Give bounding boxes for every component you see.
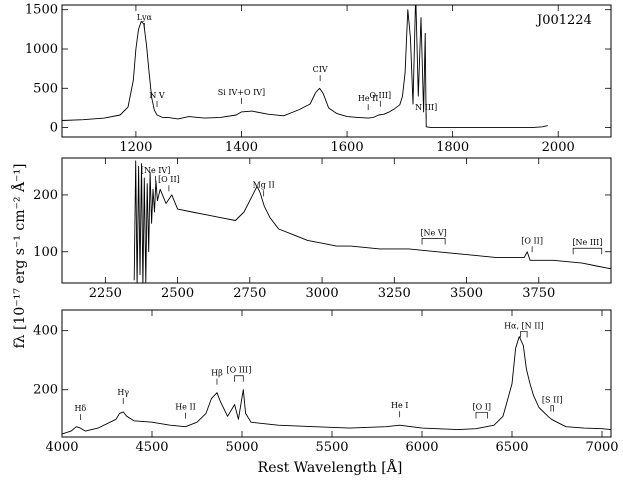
x-tick-label: 7000 [585, 440, 618, 455]
x-tick-label: 2000 [542, 140, 575, 155]
y-tick-label: 0 [50, 121, 58, 136]
line-marker-bracket [421, 238, 446, 245]
y-tick-label: 100 [33, 245, 58, 260]
line-label: He I [391, 401, 408, 410]
line-label: CIV [313, 65, 328, 74]
x-tick-label: 2750 [233, 286, 266, 301]
y-tick-label: 1000 [25, 42, 58, 57]
x-tick-label: 3750 [522, 286, 555, 301]
line-label: He II [358, 94, 379, 103]
y-tick-label: 400 [33, 324, 58, 339]
x-tick-label: 4000 [45, 440, 78, 455]
spectrum-line [62, 336, 611, 435]
x-tick-label: 6000 [405, 440, 438, 455]
x-tick-label: 1200 [119, 140, 152, 155]
line-label: Lyα [137, 13, 153, 22]
line-label: Hδ [74, 404, 86, 413]
x-tick-label: 6500 [495, 440, 528, 455]
panel-frame [61, 4, 612, 138]
x-tick-label: 3500 [450, 286, 483, 301]
panel-frame [61, 157, 612, 284]
x-tick-label: 5000 [225, 440, 258, 455]
line-label: [Ne V] [420, 228, 446, 237]
line-label: N III] [415, 103, 437, 112]
panel-bottom: 4000 4500 5000 5500 6000 6500 7000 200 400 Hδ Hγ He… [33, 309, 619, 455]
line-label: He II [175, 403, 196, 412]
line-label: Hγ [117, 388, 129, 397]
line-label: [O III] [227, 366, 252, 375]
line-label: [O II] [158, 175, 180, 184]
panel-top: 1200 1400 1600 1800 2000 0 500 1000 1500 Lyα N V Si… [25, 3, 612, 155]
line-marker-bracket [475, 412, 488, 419]
x-tick-label: 1800 [436, 140, 469, 155]
y-tick-label: 1500 [25, 3, 58, 18]
y-tick-label: 200 [33, 383, 58, 398]
x-tick-label: 3250 [378, 286, 411, 301]
object-name-label: J001224 [535, 13, 592, 28]
y-axis-label: fλ [10⁻¹⁷ erg s⁻¹ cm⁻² Å⁻¹] [10, 163, 28, 348]
line-marker-bracket [520, 331, 528, 338]
line-label: N V [149, 91, 165, 100]
line-label: [Ne IV] [141, 166, 170, 175]
x-tick-label: 4500 [135, 440, 168, 455]
panel-frame [61, 309, 612, 438]
line-label: Hα, [N II] [504, 321, 544, 330]
line-marker-bracket [550, 405, 554, 412]
x-tick-label: 1400 [225, 140, 258, 155]
spectrum-line [133, 160, 611, 283]
x-tick-label: 1600 [331, 140, 364, 155]
panels-group: 1200 1400 1600 1800 2000 0 500 1000 1500 Lyα N V Si… [25, 3, 619, 455]
line-label: [O II] [521, 236, 543, 245]
x-tick-label: 5500 [315, 440, 348, 455]
line-label: Mg II [253, 180, 275, 189]
line-marker-bracket [234, 375, 244, 382]
line-label: [Ne III] [572, 238, 602, 247]
x-tick-label: 3000 [306, 286, 339, 301]
spectrum-line [62, 5, 548, 129]
line-label: O III] [369, 91, 391, 100]
line-label: Si IV+O IV] [218, 88, 265, 97]
y-tick-label: 200 [33, 188, 58, 203]
line-label: Hβ [211, 369, 223, 378]
x-tick-label: 2500 [161, 286, 194, 301]
x-tick-label: 2250 [89, 286, 122, 301]
y-tick-label: 500 [33, 81, 58, 96]
x-axis-label: Rest Wavelength [Å] [258, 458, 403, 476]
line-label: [O I] [473, 402, 492, 411]
line-marker-bracket [572, 247, 603, 255]
panel-middle: 2250 2500 2750 3000 3250 3500 3750 100 200 [Ne IV… [33, 157, 612, 301]
line-label: [S II] [542, 396, 563, 405]
